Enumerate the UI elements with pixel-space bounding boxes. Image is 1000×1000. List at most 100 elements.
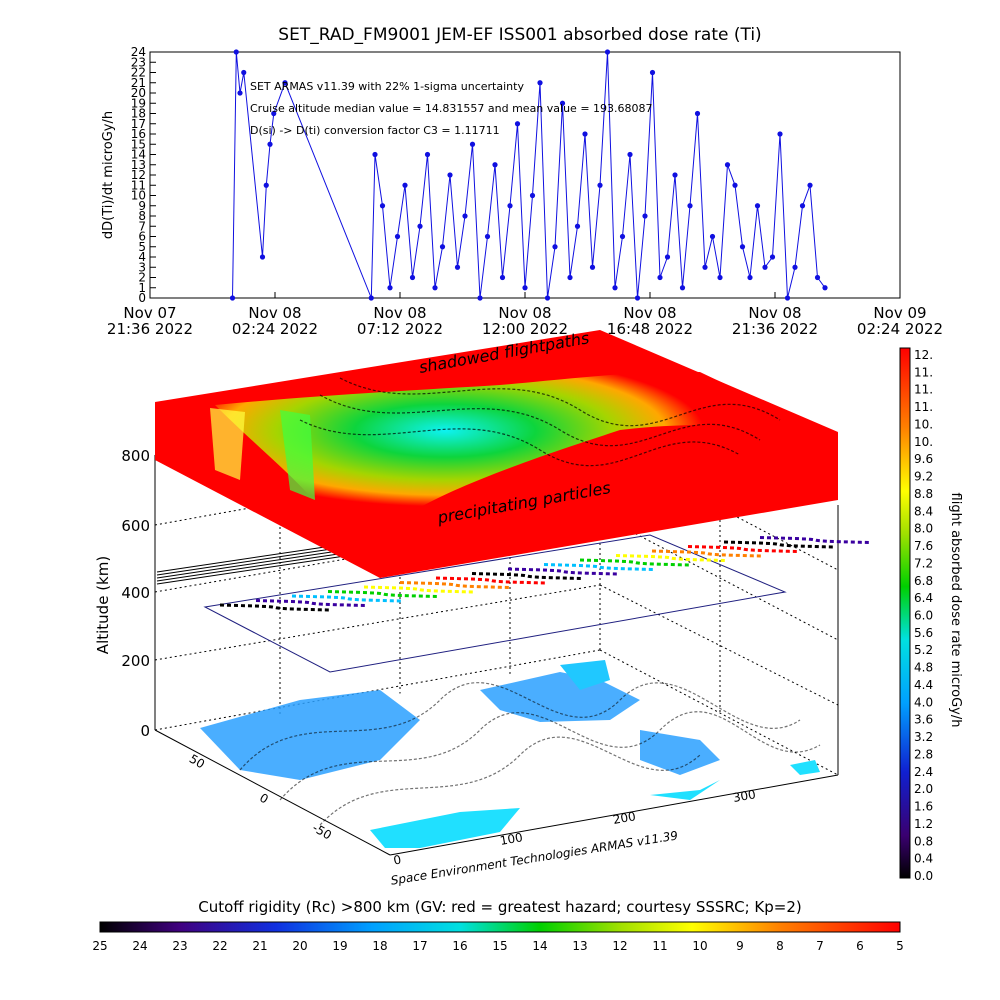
right-colorbar-tick: 11. — [914, 365, 933, 379]
right-colorbar-ticks: 0.0 0.4 0.8 1.2 1.6 2.0 2.4 2.8 3.2 3.6 4.0 4.4 4.8 5… — [914, 348, 933, 883]
bottom-colorbar-tick: 25 — [92, 939, 107, 953]
dose-rate-point — [237, 90, 243, 96]
dose-rate-point — [634, 295, 641, 301]
dose-rate-point — [259, 254, 266, 260]
y-tick-label: 2 — [138, 271, 146, 285]
right-colorbar-tick: 8.4 — [914, 504, 933, 518]
y-tick-label: 19 — [131, 96, 146, 110]
dose-rate-point — [612, 285, 618, 291]
y-tick-label: 6 — [138, 230, 146, 244]
dose-rate-point — [271, 110, 277, 117]
orbit-track — [687, 545, 799, 553]
longitude-ticks: 0 100 200 300 — [392, 787, 756, 867]
right-colorbar-tick: 9.6 — [914, 452, 933, 466]
dose-rate-point — [724, 162, 731, 168]
right-colorbar-tick: 11. — [914, 400, 933, 414]
latitude-tick-label: 0 — [257, 791, 271, 807]
right-colorbar-label: flight absorbed dose rate microGy/h — [948, 493, 963, 728]
map-continent — [560, 660, 610, 690]
dose-rate-point — [672, 172, 678, 178]
map-continent — [640, 730, 720, 775]
right-colorbar: 0.0 0.4 0.8 1.2 1.6 2.0 2.4 2.8 3.2 3.6 4.0 4.4 4.8 5… — [899, 347, 963, 883]
bottom-colorbar-tick: 16 — [452, 939, 467, 953]
altitude-tick-label: 0 — [140, 722, 150, 740]
bottom-colorbar-tick: 24 — [132, 939, 147, 953]
dose-rate-point — [694, 110, 701, 117]
dose-rate-point — [627, 151, 633, 158]
x-tick-label-date: Nov 08 — [248, 304, 301, 322]
dose-rate-point — [559, 100, 566, 106]
orbit-track — [471, 572, 583, 580]
y-tick-label: 13 — [131, 158, 146, 172]
orbit-track-layer — [203, 534, 871, 673]
altitude-tick-label: 200 — [121, 652, 150, 670]
right-colorbar-tick: 7.6 — [914, 539, 933, 553]
longitude-tick-label: 100 — [499, 830, 524, 848]
dose-rate-point — [424, 151, 431, 158]
latitude-tick-label: 50 — [187, 752, 207, 772]
y-tick-label: 3 — [138, 260, 146, 274]
orbit-track — [579, 558, 691, 567]
precipitating-particles-slab: shadowed flightpaths precipitating parti… — [155, 328, 838, 578]
dose-rate-point — [477, 295, 483, 301]
right-colorbar-tick: 4.4 — [914, 678, 933, 692]
dose-rate-point — [417, 223, 423, 229]
annotation-cruise-altitude: Cruise altitude median value = 14.831557… — [250, 102, 653, 115]
right-colorbar-tick: 0.0 — [914, 869, 933, 883]
dose-rate-point — [492, 162, 498, 168]
y-tick-label: 22 — [131, 66, 146, 80]
y-tick-label: 23 — [131, 55, 146, 69]
right-colorbar-tick: 0.4 — [914, 852, 933, 866]
right-colorbar-tick: 11. — [914, 383, 933, 397]
right-colorbar-tick: 9.2 — [914, 470, 933, 484]
longitude-tick-label: 200 — [612, 809, 637, 827]
y-tick-label: 16 — [131, 127, 146, 141]
y-tick-label: 12 — [131, 168, 146, 182]
y-tick-label: 8 — [138, 209, 146, 223]
bottom-colorbar-tick: 15 — [492, 939, 507, 953]
right-colorbar-tick: 6.0 — [914, 609, 933, 623]
x-tick-label-time: 21:36 2022 — [732, 320, 818, 338]
orbit-track — [651, 549, 763, 558]
y-tick-label: 18 — [131, 107, 146, 121]
altitude-3d-plot: Altitude (km) 0 200 400 600 800 0 100 200 300 5… — [94, 328, 871, 888]
y-tick-label: 20 — [131, 86, 146, 100]
dose-rate-point — [229, 295, 236, 301]
right-colorbar-tick: 2.4 — [914, 765, 933, 779]
orbit-track — [255, 599, 367, 607]
bottom-colorbar-tick: 10 — [692, 939, 707, 953]
map-continent — [200, 690, 420, 780]
bottom-colorbar-gradient — [99, 921, 901, 933]
y-tick-label: 17 — [131, 117, 146, 131]
altitude-tick-label: 400 — [121, 584, 150, 602]
dose-rate-point — [402, 182, 408, 188]
x-tick-label-time: 02:24 2022 — [857, 320, 943, 338]
dose-rate-point — [702, 264, 708, 270]
dose-rate-point — [394, 233, 401, 240]
y-tick-label: 7 — [138, 219, 146, 233]
dose-rate-point — [754, 203, 761, 209]
bottom-colorbar-tick: 7 — [816, 939, 824, 953]
orbit-track — [291, 594, 403, 603]
x-tick-label-date: Nov 08 — [623, 304, 676, 322]
x-tick-label-date: Nov 08 — [373, 304, 426, 322]
dose-rate-point — [522, 285, 528, 291]
bottom-colorbar-tick: 21 — [252, 939, 267, 953]
y-tick-label: 9 — [138, 199, 146, 213]
dose-rate-point — [462, 213, 468, 219]
y-tick-label: 4 — [138, 250, 146, 264]
orbit-edge-tracks — [156, 543, 346, 585]
y-tick-label: 14 — [131, 148, 146, 162]
dose-rate-point — [807, 182, 813, 188]
bottom-colorbar: Cutoff rigidity (Rc) >800 km (GV: red = … — [92, 898, 903, 953]
y-tick-label: 5 — [138, 240, 146, 254]
right-colorbar-tick: 8.8 — [914, 487, 933, 501]
right-colorbar-tick: 2.8 — [914, 747, 933, 761]
altitude-tick-label: 800 — [121, 447, 150, 465]
bottom-colorbar-tick: 13 — [572, 939, 587, 953]
dose-rate-point — [769, 254, 776, 260]
right-colorbar-gradient — [899, 347, 911, 879]
x-tick-label-date: Nov 09 — [873, 304, 926, 322]
